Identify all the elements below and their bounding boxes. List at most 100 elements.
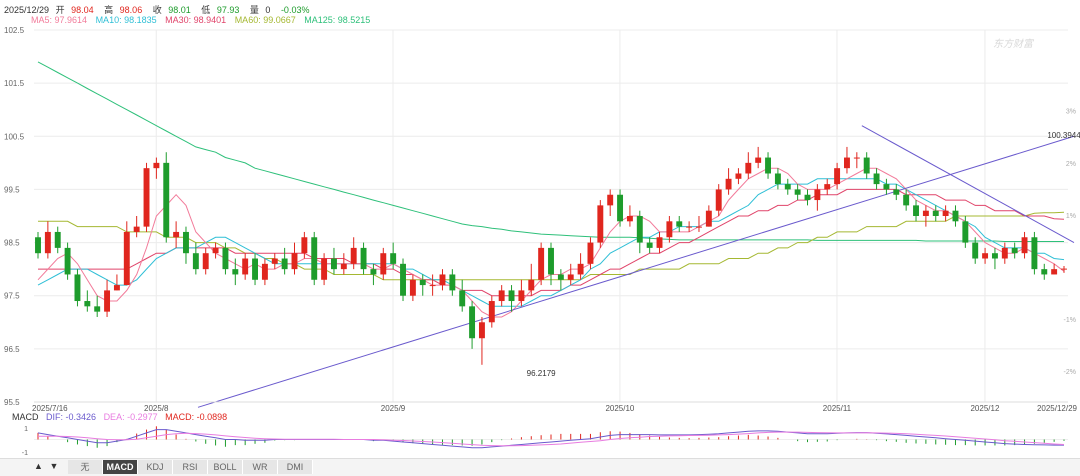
tab-wr[interactable]: WR [243,460,278,474]
candle-body [321,258,328,280]
candle-body [488,301,495,323]
candle-body [577,263,584,275]
candle-body [94,306,101,312]
percent-tick-label: 1% [1066,213,1076,220]
watermark-logo: 东方财富 [993,39,1033,50]
ma-legend: MA5: 97.9614 MA10: 98.1835 MA30: 98.9401… [31,15,376,25]
candle-body [715,189,722,211]
tab-dmi[interactable]: DMI [278,460,313,474]
y-tick-label: 97.5 [4,292,20,301]
candle-body [113,285,120,291]
candle-body [962,221,969,243]
support-trendline [197,135,1075,408]
candle-body [271,258,278,264]
candle-body [755,157,762,163]
x-tick-label: 2025/7/16 [32,404,68,412]
candle-body [686,226,693,228]
candle-body [340,263,347,270]
candle-body [439,274,446,286]
candle-body [725,178,732,190]
macd-value-label: MACD: -0.0898 [165,412,228,422]
candle-body [893,189,900,195]
tab-boll[interactable]: BOLL [208,460,243,474]
candle-body [676,221,683,227]
candle-body [202,253,209,270]
candle-body [597,205,604,243]
candle-body [44,231,51,254]
low-value: 97.93 [216,5,240,15]
dea-label: DEA: -0.2977 [103,412,158,422]
candle-body [1021,237,1028,254]
candle-body [538,247,545,280]
candle-body [123,231,130,286]
tab-none[interactable]: 无 [68,460,103,474]
date-axis: 2025/7/16 2025/8 2025/9 2025/10 2025/11 2025/… [32,401,1078,412]
candle-body [1001,247,1008,259]
ma10-line [37,178,1065,307]
dif-label: DIF: -0.3426 [46,412,97,422]
x-tick-label: 2025/10 [605,404,634,412]
candle-body [192,253,199,270]
scroll-up-icon[interactable]: ▲ [34,461,43,471]
change-value: -0.03% [280,5,310,15]
tab-macd[interactable]: MACD [103,460,138,474]
candle-body [252,258,258,280]
indicator-toolbar: ▲ ▼ 无 MACD KDJ RSI BOLL WR DMI [0,458,1080,476]
tab-kdj[interactable]: KDJ [138,460,173,474]
y-tick-label: 96.5 [4,345,20,354]
candle-body [982,253,989,259]
volume-label: 量 [249,5,259,15]
candle-body [607,194,614,206]
candle-body [400,263,406,296]
candle-body [696,226,702,228]
candle-body [212,247,219,254]
price-annotation: 96.2179 [527,369,556,378]
candle-body [64,247,71,275]
indicator-tabs: 无 MACD KDJ RSI BOLL WR DMI [68,460,313,474]
candle-body [903,194,910,206]
x-tick-label: 2025/9 [381,404,406,412]
candle-body [587,242,594,264]
candle-body [370,269,377,275]
macd-chart[interactable]: 1 -1 [0,421,1080,458]
dif-line [37,429,1064,449]
price-grid [34,29,1068,403]
open-value: 98.04 [71,5,94,15]
candle-body [508,290,515,302]
macd-axis: 1 -1 [22,426,1068,457]
candle-body [952,210,959,222]
candle-body [518,290,525,302]
candle-body [883,184,890,190]
candle-body [705,210,712,227]
percent-tick-label: -2% [1064,369,1076,376]
candle-body [133,226,140,232]
macd-lines [37,429,1065,449]
y-tick-label: 100.5 [4,132,25,141]
x-tick-label: 2025/12/29 [1037,404,1078,412]
scroll-down-icon[interactable]: ▼ [49,461,59,471]
macd-legend: MACD DIF: -0.3426 DEA: -0.2977 MACD: -0.… [12,412,232,422]
macd-tick-label: -1 [22,450,28,457]
candle-body [242,258,249,275]
tab-rsi[interactable]: RSI [173,460,208,474]
candle-body [646,242,653,248]
candle-body [528,279,535,291]
candle-body [1031,237,1038,270]
candle-body [824,184,831,190]
low-label: 低 [201,5,211,15]
candle-body [557,274,564,280]
candle-body [932,210,939,216]
high-value: 98.06 [119,5,143,15]
y-tick-label: 98.5 [4,239,20,248]
candle-body [1011,247,1018,254]
candle-body [774,173,781,185]
candle-body [814,189,821,201]
candle-body [173,231,180,238]
candle-body [765,157,771,174]
candle-body [163,162,170,238]
candle-body [1051,269,1058,275]
x-tick-label: 2025/8 [144,404,169,412]
candles [35,146,1067,365]
y-tick-label: 99.5 [4,185,20,194]
